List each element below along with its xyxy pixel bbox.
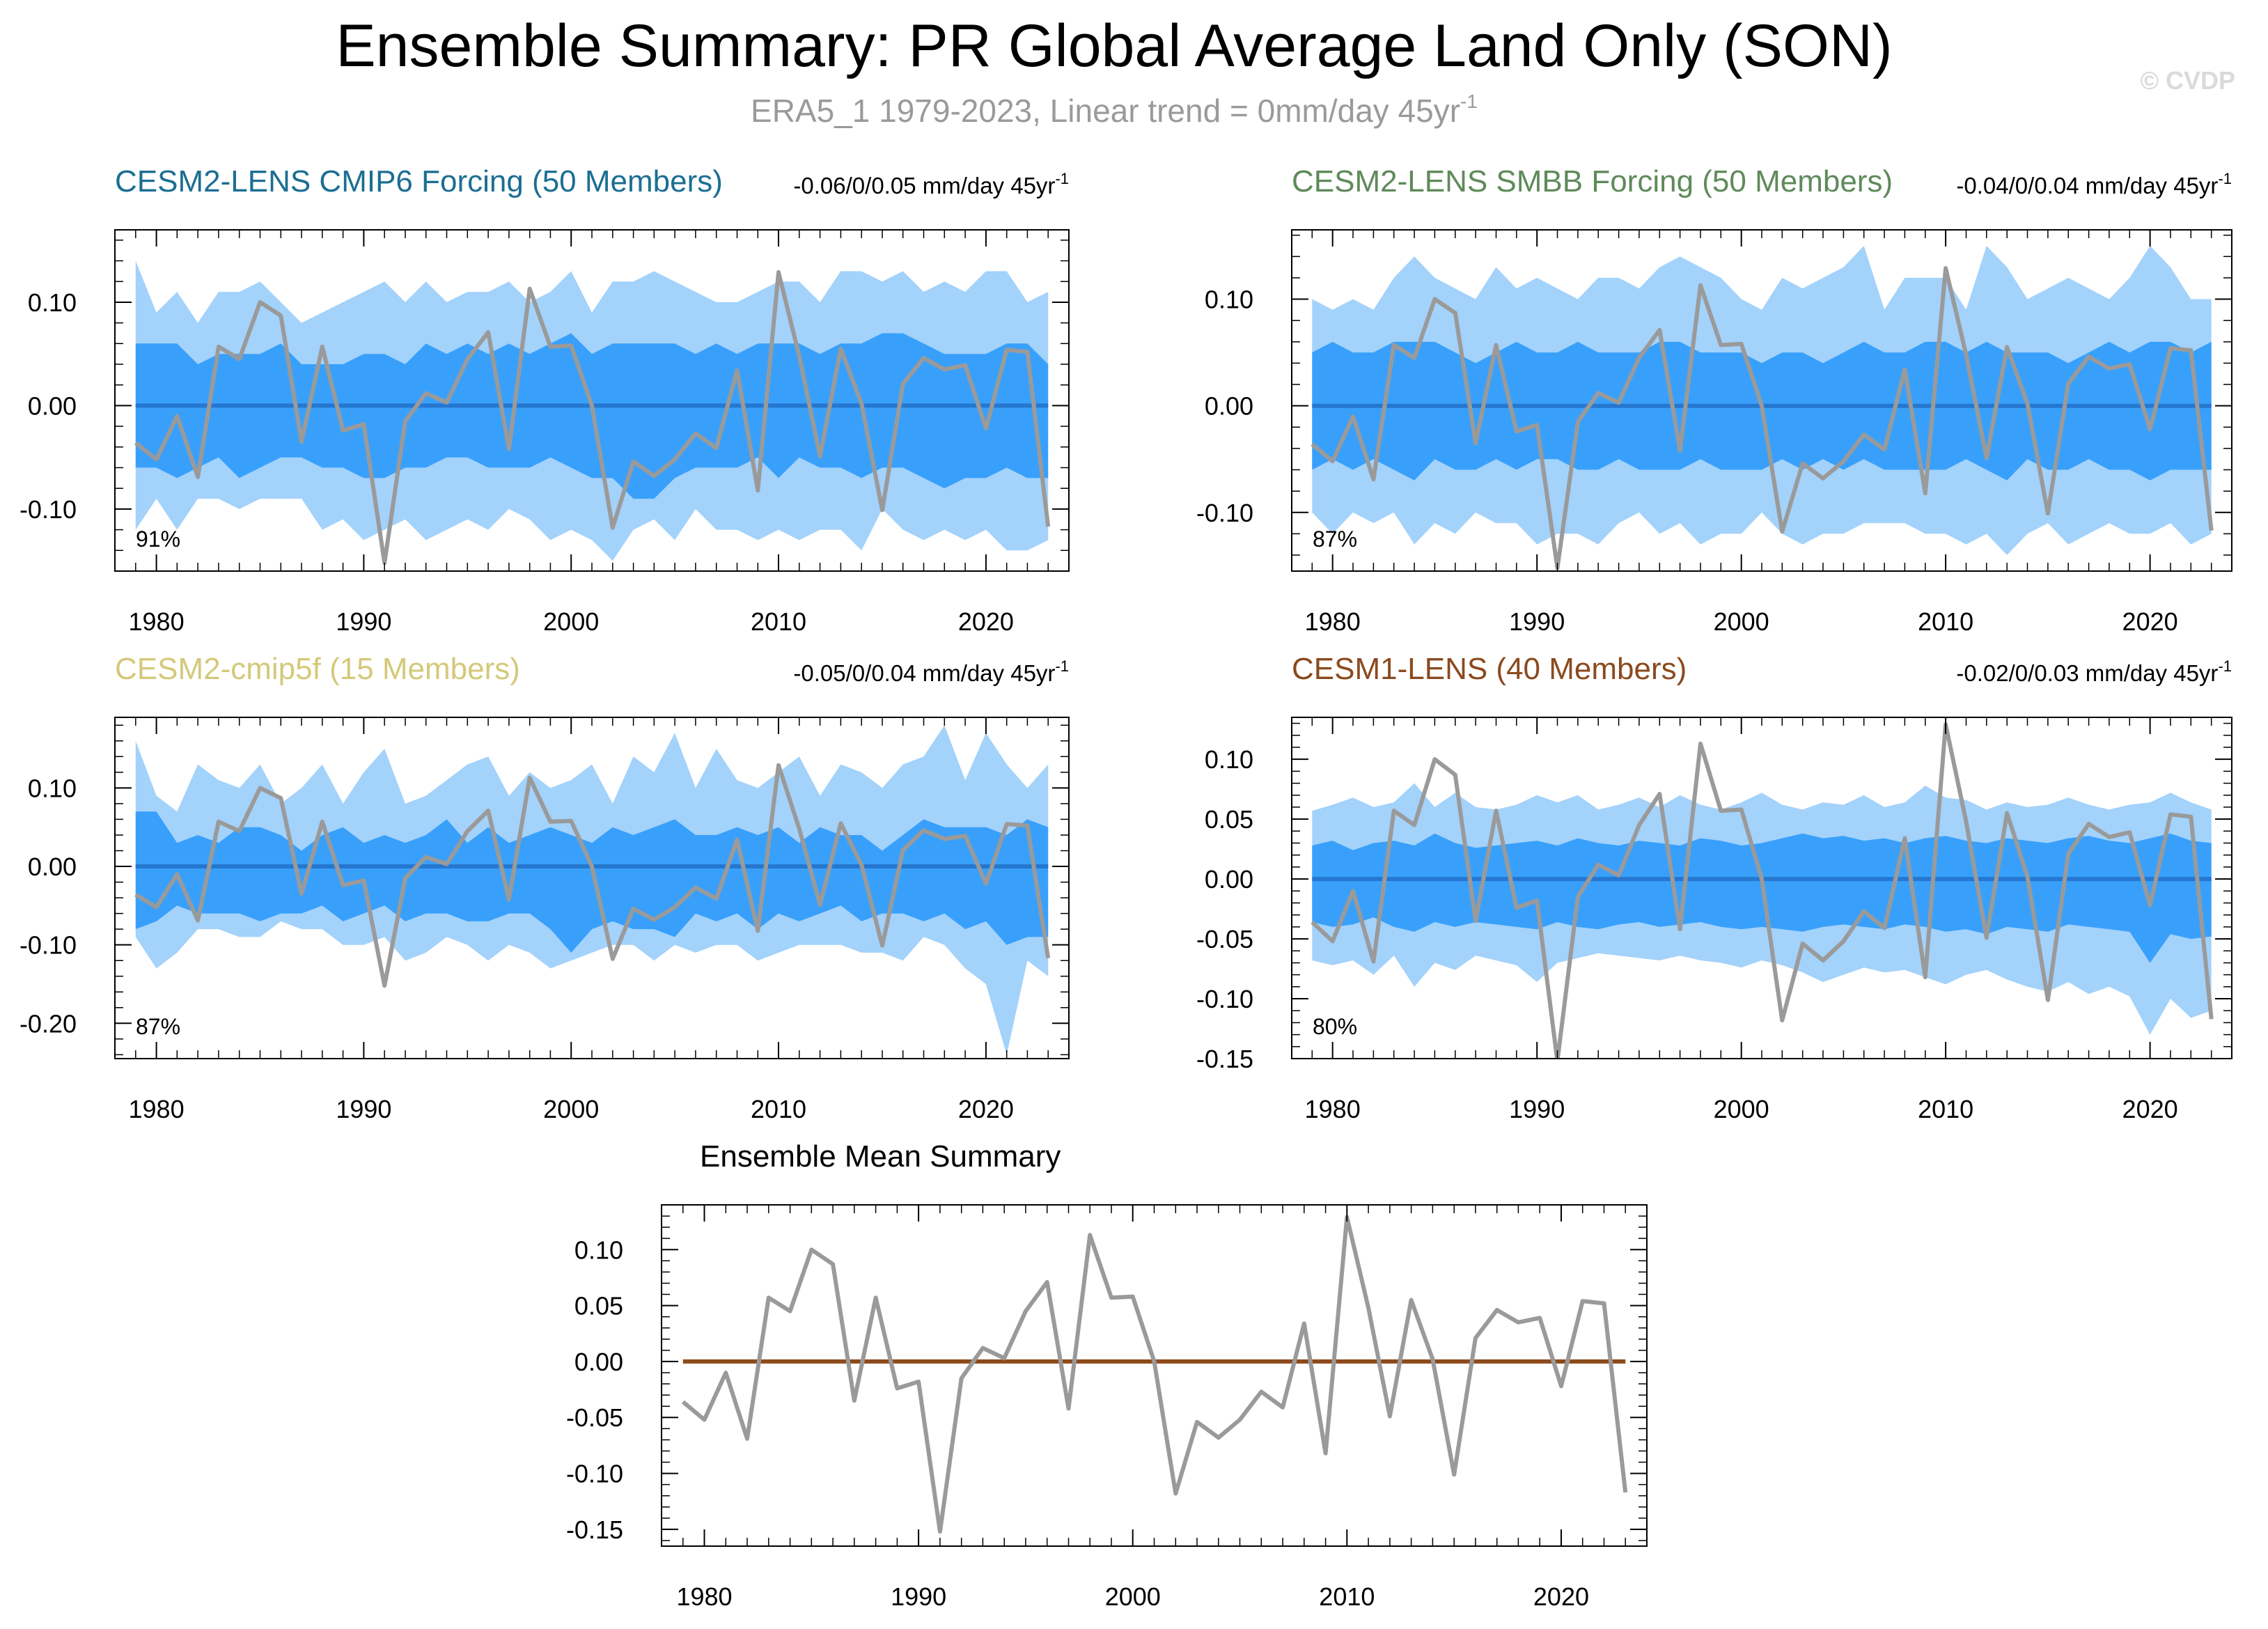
trend-label: -0.02/0/0.03 mm/day 45yr-1 [1956, 657, 2232, 686]
y-tick-label: 0.00 [1205, 392, 1253, 421]
x-tick-label: 2020 [958, 607, 1014, 636]
trend-label-main: -0.04/0/0.04 mm/day 45yr [1956, 173, 2218, 198]
x-tick-label: 1980 [129, 607, 185, 636]
y-tick-label: -0.05 [566, 1403, 623, 1432]
percent-label: 91% [136, 527, 180, 552]
inner-spread-band [135, 811, 1049, 953]
y-tick-label: -0.15 [1196, 1045, 1253, 1073]
panel-5: Ensemble Mean Summary 0.10 0.05 0.00 -0.05 -0… [566, 1139, 1648, 1611]
y-tick-label: -0.10 [1196, 985, 1253, 1013]
y-tick-label: -0.05 [1196, 925, 1253, 953]
y-tick-label: 0.10 [574, 1236, 623, 1264]
x-tick-label: 1980 [1305, 607, 1361, 636]
panel-1: CESM2-LENS CMIP6 Forcing (50 Members) -0.… [19, 164, 1070, 636]
trend-label-sup: -1 [2218, 170, 2232, 187]
trend-label-main: -0.06/0/0.05 mm/day 45yr [793, 173, 1055, 198]
x-tick-label: 2010 [751, 1095, 806, 1123]
trend-label-main: -0.05/0/0.04 mm/day 45yr [793, 660, 1055, 686]
x-tick-label: 1990 [1509, 1095, 1565, 1123]
watermark: © CVDP [2140, 66, 2235, 95]
x-tick-label: 2020 [1533, 1582, 1589, 1611]
x-tick-label: 2020 [2122, 607, 2178, 636]
figure-title: Ensemble Summary: PR Global Average Land… [336, 13, 1892, 79]
y-tick-label: 0.05 [574, 1292, 623, 1320]
y-tick-label: -0.10 [19, 495, 77, 524]
y-tick-label: -0.10 [566, 1460, 623, 1488]
panel-2: CESM2-LENS SMBB Forcing (50 Members) -0.0… [1196, 164, 2232, 636]
trend-label-main: -0.02/0/0.03 mm/day 45yr [1956, 660, 2218, 686]
trend-label-sup: -1 [1055, 657, 1069, 675]
y-tick-label: 0.00 [28, 852, 77, 881]
y-tick-label: 0.10 [28, 774, 77, 802]
trend-label-sup: -1 [2218, 657, 2232, 675]
y-tick-label: 0.00 [574, 1348, 623, 1376]
observations-line [134, 270, 1051, 566]
y-tick-label: -0.10 [19, 931, 77, 960]
y-tick-label: 0.10 [1205, 286, 1253, 314]
x-tick-label: 2000 [1714, 607, 1769, 636]
x-tick-label: 2000 [1105, 1582, 1161, 1611]
x-tick-label: 1990 [1509, 607, 1565, 636]
y-tick-label: -0.15 [566, 1515, 623, 1544]
plot-area [1311, 246, 2214, 570]
x-tick-label: 2010 [751, 607, 806, 636]
x-tick-label: 2010 [1918, 607, 1973, 636]
y-tick-label: 0.00 [1205, 865, 1253, 894]
panels: CESM2-LENS CMIP6 Forcing (50 Members) -0.… [19, 164, 2232, 1611]
trend-label: -0.06/0/0.05 mm/day 45yr-1 [793, 170, 1069, 198]
panel-3: CESM2-cmip5f (15 Members) -0.05/0/0.04 mm… [19, 652, 1070, 1123]
observations-line [134, 763, 1051, 988]
plot-area [1311, 722, 2214, 1059]
x-tick-label: 1990 [336, 1095, 391, 1123]
observations-line [1311, 266, 2214, 570]
x-tick-label: 2020 [958, 1095, 1014, 1123]
percent-label: 87% [136, 1014, 180, 1039]
y-tick-label: 0.10 [28, 288, 77, 317]
x-tick-label: 2010 [1319, 1582, 1375, 1611]
trend-label-sup: -1 [1055, 170, 1069, 187]
panel-title: Ensemble Mean Summary [700, 1139, 1061, 1174]
observations-line [1311, 722, 2214, 1059]
panel-title: CESM2-LENS SMBB Forcing (50 Members) [1292, 164, 1893, 198]
panel-title: CESM2-LENS CMIP6 Forcing (50 Members) [115, 164, 723, 198]
plot-area [134, 725, 1051, 1055]
x-tick-label: 1990 [891, 1582, 946, 1611]
y-tick-label: -0.20 [19, 1009, 77, 1038]
y-tick-label: -0.10 [1196, 499, 1253, 527]
y-tick-label: 0.00 [28, 391, 77, 420]
x-tick-label: 1990 [336, 607, 391, 636]
percent-label: 80% [1313, 1014, 1357, 1039]
x-tick-label: 1980 [129, 1095, 185, 1123]
x-tick-label: 1980 [1305, 1095, 1361, 1123]
panel-title: CESM2-cmip5f (15 Members) [115, 652, 520, 686]
x-tick-label: 2000 [543, 607, 599, 636]
figure-subtitle: ERA5_1 1979-2023, Linear trend = 0mm/day… [751, 91, 1478, 129]
trend-label: -0.04/0/0.04 mm/day 45yr-1 [1956, 170, 2232, 198]
panel-title: CESM1-LENS (40 Members) [1292, 652, 1687, 686]
plot-area [681, 1215, 1628, 1534]
percent-label: 87% [1313, 527, 1357, 552]
figure-subtitle-main: ERA5_1 1979-2023, Linear trend = 0mm/day… [751, 93, 1460, 129]
figure-subtitle-sup: -1 [1460, 91, 1478, 112]
panel-4: CESM1-LENS (40 Members) -0.02/0/0.03 mm/d… [1196, 652, 2232, 1123]
x-tick-label: 1980 [676, 1582, 732, 1611]
x-tick-label: 2010 [1918, 1095, 1973, 1123]
y-tick-label: 0.10 [1205, 745, 1253, 774]
trend-label: -0.05/0/0.04 mm/day 45yr-1 [793, 657, 1069, 686]
plot-area [134, 260, 1051, 566]
x-tick-label: 2000 [543, 1095, 599, 1123]
x-tick-label: 2000 [1714, 1095, 1769, 1123]
x-tick-label: 2020 [2122, 1095, 2178, 1123]
y-tick-label: 0.05 [1205, 805, 1253, 834]
observations-line [681, 1215, 1628, 1534]
